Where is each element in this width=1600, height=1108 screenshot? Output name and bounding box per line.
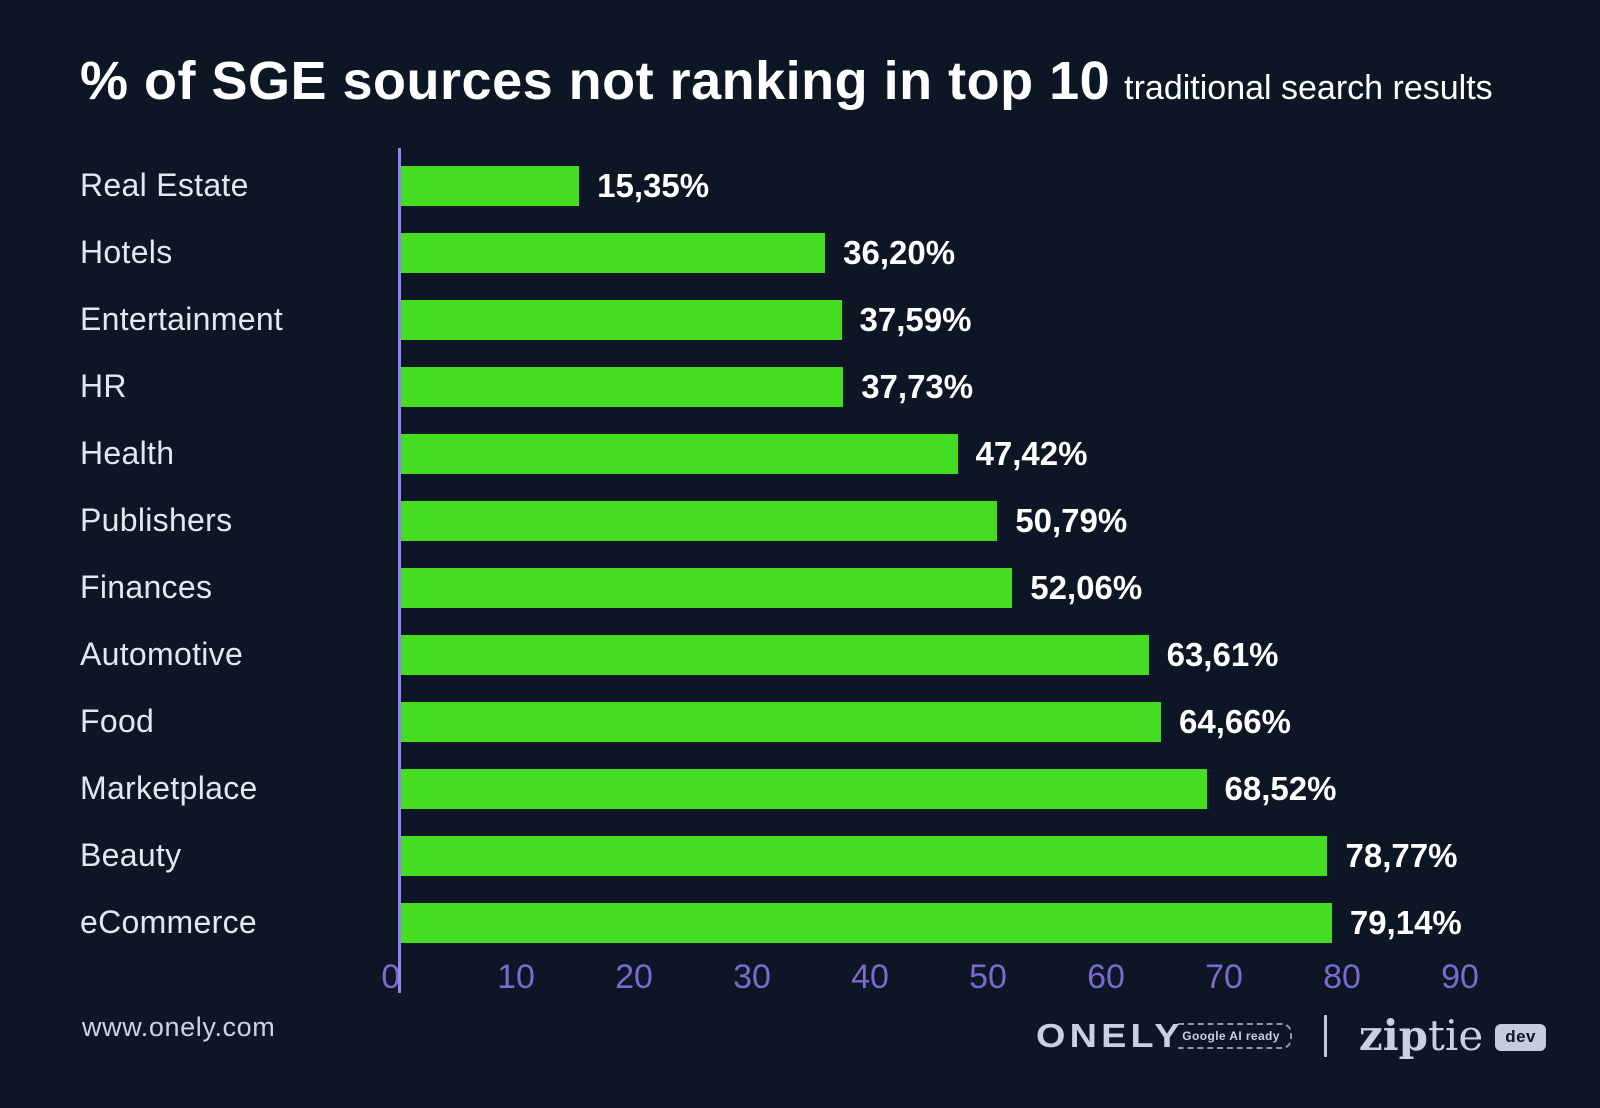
bar-track: 79,14% (398, 902, 1462, 943)
page-title: % of SGE sources not ranking in top 10 tr… (80, 50, 1550, 112)
value-label: 37,59% (859, 300, 972, 338)
value-label: 64,66% (1178, 702, 1291, 740)
footer-logos: ONELY Google AI ready zip tie dev (1036, 998, 1546, 1073)
bar-track: 47,42% (398, 433, 1460, 474)
bar-track: 52,06% (398, 567, 1460, 608)
ziptie-logo: zip tie dev (1359, 1011, 1546, 1060)
value-label: 63,61% (1166, 635, 1279, 673)
x-tick: 80 (1323, 958, 1361, 996)
value-label: 68,52% (1224, 769, 1337, 807)
chart-row: Food 64,66% (80, 688, 1550, 755)
value-label: 47,42% (975, 434, 1088, 472)
chart-row: eCommerce 79,14% (80, 889, 1550, 956)
ziptie-logo-tie: tie (1428, 1011, 1484, 1060)
bar (398, 299, 842, 340)
value-label: 79,14% (1349, 903, 1462, 941)
bar (398, 634, 1149, 675)
chart-row: HR 37,73% (80, 353, 1550, 420)
bar-track: 63,61% (398, 634, 1460, 675)
category-label: Finances (80, 569, 213, 605)
bar-track: 15,35% (398, 165, 1460, 206)
value-label: 50,79% (1015, 501, 1128, 539)
category-label: Marketplace (80, 770, 258, 806)
title-main: % of SGE sources not ranking in top 10 (80, 51, 1111, 111)
bar-track: 37,73% (398, 366, 1460, 407)
chart-row: Entertainment 37,59% (80, 286, 1550, 353)
value-label: 78,77% (1345, 836, 1458, 874)
chart-row: Beauty 78,77% (80, 822, 1550, 889)
x-tick: 40 (851, 958, 889, 996)
bar (398, 433, 958, 474)
bar-track: 68,52% (398, 768, 1460, 809)
bar (398, 165, 580, 206)
onely-logo: ONELY (1035, 1016, 1184, 1054)
x-tick: 70 (1205, 958, 1243, 996)
bar (398, 701, 1161, 742)
category-label: Hotels (80, 234, 173, 270)
category-label: Real Estate (80, 167, 249, 203)
category-label: Health (80, 435, 175, 471)
title-subtitle: traditional search results (1124, 69, 1493, 107)
chart-row: Hotels 36,20% (80, 219, 1550, 286)
bar (398, 768, 1207, 809)
divider (1323, 1014, 1327, 1057)
google-ai-ready-badge: Google AI ready (1178, 1022, 1292, 1049)
x-tick: 20 (615, 958, 653, 996)
bar (398, 366, 844, 407)
chart-row: Real Estate 15,35% (80, 152, 1550, 219)
bar-chart: Real Estate 15,35% Hotels 36,20% Enterta… (80, 152, 1550, 956)
x-axis-ticks: 0 10 20 30 40 50 60 70 80 90 (381, 958, 1479, 1000)
y-axis-line (398, 148, 401, 993)
chart-row: Publishers 50,79% (80, 487, 1550, 554)
website-url: www.onely.com (82, 1012, 276, 1042)
bar-track: 64,66% (398, 701, 1460, 742)
bar-track: 37,59% (398, 299, 1460, 340)
value-label: 37,73% (861, 367, 974, 405)
x-tick: 50 (969, 958, 1007, 996)
chart-row: Marketplace 68,52% (80, 755, 1550, 822)
x-tick: 30 (733, 958, 771, 996)
bar-track: 50,79% (398, 500, 1460, 541)
bar-track: 78,77% (398, 835, 1460, 876)
x-tick: 10 (497, 958, 535, 996)
bar (398, 232, 826, 273)
value-label: 15,35% (597, 166, 710, 204)
chart-row: Finances 52,06% (80, 554, 1550, 621)
category-label: eCommerce (80, 904, 257, 940)
category-label: Automotive (80, 636, 244, 672)
bar-track: 36,20% (398, 232, 1460, 273)
x-tick: 0 (381, 958, 401, 996)
bar (398, 567, 1013, 608)
bar (398, 902, 1332, 943)
chart-row: Health 47,42% (80, 420, 1550, 487)
x-tick: 90 (1441, 958, 1479, 996)
category-label: Food (80, 703, 155, 739)
bar (398, 500, 998, 541)
x-tick: 60 (1087, 958, 1125, 996)
dev-badge: dev (1495, 1024, 1546, 1051)
category-label: Publishers (80, 502, 233, 538)
value-label: 52,06% (1030, 568, 1143, 606)
category-label: HR (80, 368, 127, 404)
value-label: 36,20% (843, 233, 956, 271)
category-label: Beauty (80, 837, 182, 873)
ziptie-logo-zip: zip (1358, 1011, 1429, 1060)
bar (398, 835, 1328, 876)
footer: www.onely.com ONELY Google AI ready zip t… (0, 998, 1600, 1073)
chart-row: Automotive 63,61% (80, 621, 1550, 688)
category-label: Entertainment (80, 301, 284, 337)
